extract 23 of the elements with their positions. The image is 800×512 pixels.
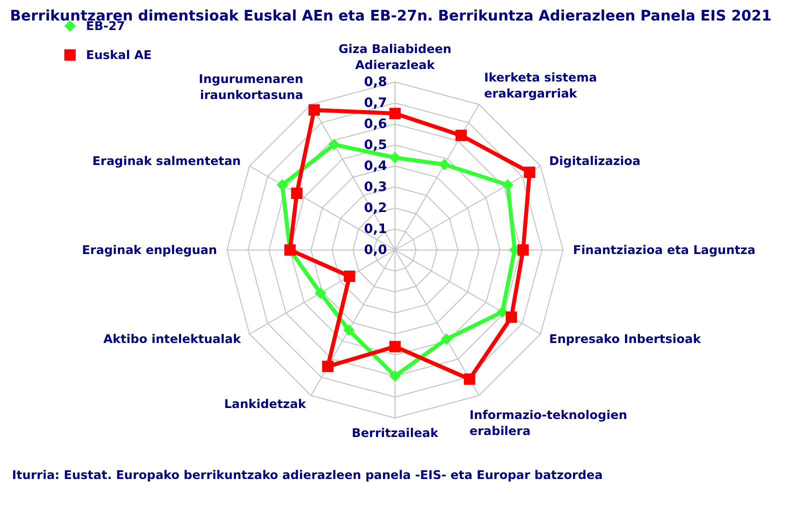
spoke-label: Informazio-teknologien erabilera [469,408,628,438]
y-tick-label: 0,1 [364,222,387,237]
spoke-label: Ingurumenaren iraunkortasuna [198,72,304,102]
spoke-label: Lankidetzak [224,397,308,412]
y-tick-label: 0,7 [364,96,387,111]
y-tick-label: 0,5 [364,138,387,153]
y-tick-label: 0,3 [364,180,387,195]
spoke-label: Eraginak salmentetan [92,154,241,168]
y-tick-label: 0,0 [364,243,387,258]
spoke-label: Berritzaileak [352,426,440,440]
spoke-label: Enpresako Inbertsioak [549,332,702,346]
y-tick-label: 0,6 [364,117,387,132]
y-tick-label: 0,8 [364,75,387,90]
legend-label: Euskal AE [86,48,152,62]
spoke-label: Ikerketa sistema erakargarriak [484,70,598,101]
spoke-label: Giza Baliabideen Adierazleak [338,42,452,72]
spoke-label: Digitalizazioa [549,154,641,168]
text: Iturria: Eustat. Europako berrikuntzako adierazleen panela -EIS- eta Europar batzordea [12,468,603,482]
y-tick-label: 0,4 [364,159,387,174]
spoke-label: Aktibo intelektualak [103,332,242,346]
spoke-label: Eraginak enpleguan [82,243,217,257]
spoke-label: Finantziazioa eta Laguntza [573,243,756,257]
y-tick-label: 0,2 [364,201,387,216]
